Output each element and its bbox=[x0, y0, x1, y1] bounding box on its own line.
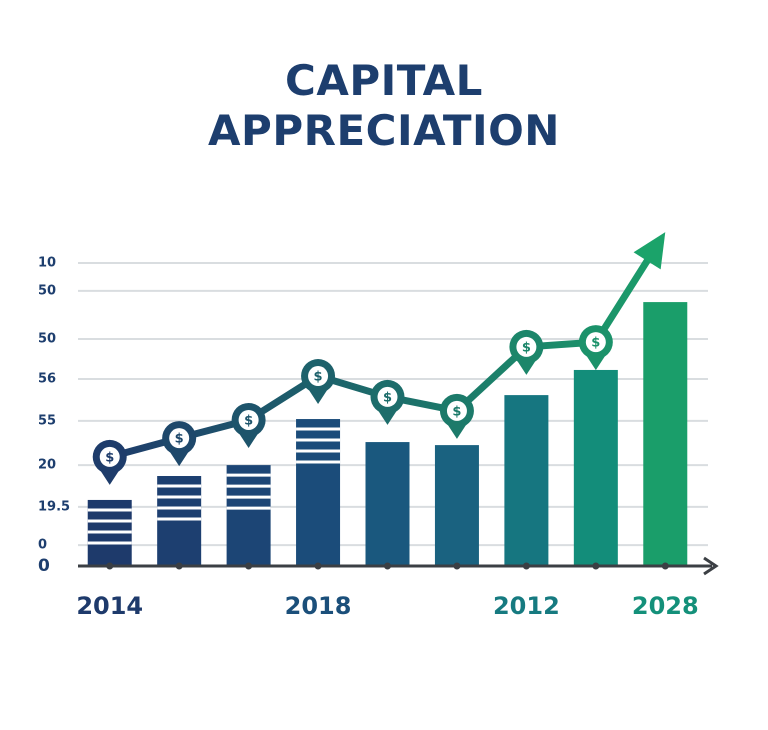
y-tick-label: 56 bbox=[38, 372, 56, 387]
pin-marker: $ bbox=[92, 439, 127, 485]
pin-marker: $ bbox=[162, 421, 197, 467]
y-tick-label: 0 bbox=[38, 556, 50, 576]
pin-marker: $ bbox=[370, 379, 405, 425]
pin-marker: $ bbox=[231, 402, 266, 448]
y-tick-label: 50 bbox=[38, 332, 56, 347]
x-tick bbox=[175, 562, 183, 570]
pin-label: $ bbox=[244, 413, 253, 428]
bar bbox=[365, 442, 410, 566]
pin-inner bbox=[308, 366, 329, 387]
pin-inner bbox=[99, 446, 120, 467]
x-tick bbox=[314, 562, 322, 570]
pin-inner bbox=[238, 409, 259, 430]
x-tick bbox=[106, 562, 114, 570]
pin-inner bbox=[377, 386, 398, 407]
x-tick-label: 2028 bbox=[632, 592, 699, 620]
pin-marker: $ bbox=[439, 393, 474, 439]
x-tick bbox=[245, 562, 253, 570]
pin-label: $ bbox=[452, 404, 461, 419]
pin-inner bbox=[169, 428, 190, 449]
bar bbox=[434, 445, 479, 566]
pin-marker: $ bbox=[301, 359, 336, 405]
pin-inner bbox=[585, 332, 606, 353]
y-tick-label: 0 bbox=[38, 538, 47, 553]
y-tick-label: 19.5 bbox=[38, 499, 70, 514]
y-tick-label: 10 bbox=[38, 256, 56, 271]
x-tick-label: 2018 bbox=[285, 592, 352, 620]
bar bbox=[643, 302, 688, 566]
bar bbox=[504, 395, 549, 566]
pin-marker: $ bbox=[509, 329, 544, 375]
bar bbox=[573, 369, 618, 566]
x-tick bbox=[522, 562, 530, 570]
pin-inner bbox=[516, 336, 537, 357]
x-tick bbox=[661, 562, 669, 570]
x-tick bbox=[384, 562, 391, 570]
x-tick bbox=[592, 562, 600, 570]
x-tick-label: 2014 bbox=[76, 592, 143, 620]
pin-label: $ bbox=[522, 340, 531, 355]
chart-title: CAPITAL APPRECIATION bbox=[208, 56, 560, 155]
pin-inner bbox=[446, 400, 467, 421]
line bbox=[108, 247, 658, 461]
bar bbox=[157, 476, 202, 566]
pin-label: $ bbox=[383, 390, 392, 405]
x-tick-label: 2012 bbox=[493, 592, 560, 620]
y-tick-label: 20 bbox=[38, 458, 56, 473]
x-tick bbox=[453, 562, 461, 570]
y-tick-label: 55 bbox=[38, 413, 56, 428]
pin-marker: $ bbox=[578, 325, 613, 371]
pin-label: $ bbox=[591, 336, 600, 351]
bar bbox=[226, 465, 271, 566]
arrow-head bbox=[633, 232, 666, 270]
bar bbox=[296, 419, 341, 566]
x-axis-arrow bbox=[703, 556, 719, 576]
pin-label: $ bbox=[105, 450, 114, 465]
pin-label: $ bbox=[175, 432, 184, 447]
pin-label: $ bbox=[314, 370, 323, 385]
y-tick-label: 50 bbox=[38, 283, 56, 298]
